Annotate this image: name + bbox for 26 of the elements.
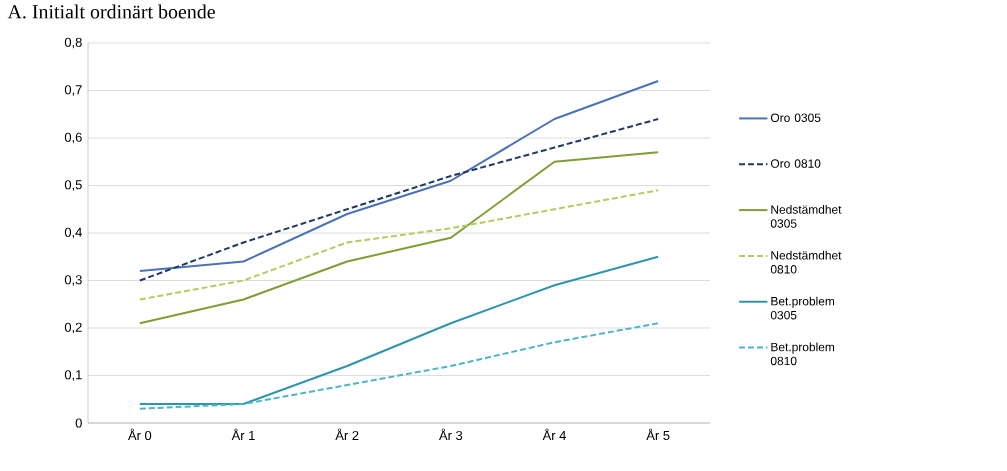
line-series [138, 255, 660, 405]
x-tick-label: År 3 [438, 428, 463, 441]
line-series [138, 80, 660, 272]
y-tick-label: 0,4 [64, 227, 82, 239]
x-tick-label: År 1 [231, 428, 255, 440]
line-series [138, 151, 660, 325]
chart-title: A. Initialt ordinärt boende [7, 4, 215, 19]
y-tick-label: 0,1 [64, 370, 82, 381]
x-tick-label: År 4 [542, 428, 566, 440]
x-tick-label: År 0 [127, 428, 152, 441]
y-tick-label: 0,2 [64, 322, 82, 334]
legend-label: Nedstämdhet 0810 [770, 250, 842, 274]
legend-label: Nedstämdhet 0305 [770, 205, 842, 228]
y-tick-label: 0,8 [64, 37, 82, 49]
y-tick-label: 0,5 [64, 180, 82, 191]
x-tick-label: År 2 [335, 428, 359, 440]
y-tick-label: 0,6 [64, 132, 82, 144]
y-tick-label: 0,7 [64, 85, 82, 96]
legend-label: Oro 0810 [770, 159, 821, 168]
y-tick-label: 0 [75, 418, 82, 428]
y-tick-label: 0,3 [64, 275, 82, 286]
x-tick-label: År 5 [646, 428, 670, 441]
legend-label: Oro 0305 [770, 113, 821, 122]
legend-label: Bet.problem 0810 [770, 342, 835, 366]
line-series [138, 189, 660, 301]
legend-label: Bet.problem 0305 [770, 296, 835, 320]
